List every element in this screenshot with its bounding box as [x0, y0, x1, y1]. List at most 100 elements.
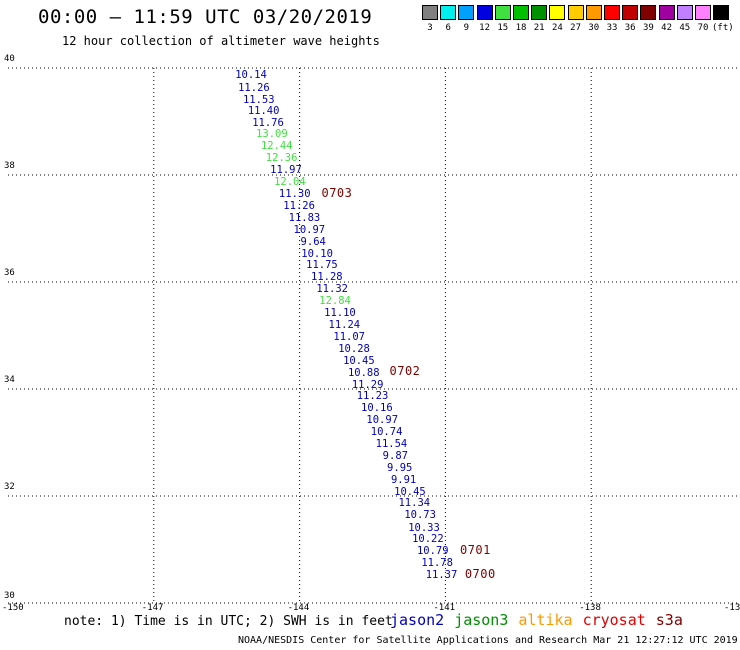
lon-tick-label: -141 [433, 603, 456, 613]
lon-tick-label: -138 [579, 603, 601, 613]
wave-height-value: 11.76 [252, 116, 284, 129]
wave-height-value: 11.26 [238, 81, 270, 94]
pass-time-label: 0703 [321, 185, 353, 200]
color-scale-swatch [604, 5, 620, 20]
wave-height-value: 10.79 [416, 545, 449, 558]
wave-height-value: 11.78 [421, 556, 453, 569]
legend-entry: jason2 [390, 611, 445, 629]
pass-time-label: 0702 [389, 364, 421, 379]
color-scale-label: 33 [606, 23, 618, 33]
color-scale-swatch [531, 5, 548, 20]
color-scale-label: 9 [463, 23, 470, 33]
wave-height-value: 11.40 [247, 104, 280, 117]
color-scale-swatch [676, 5, 693, 20]
wave-height-value: 10.33 [408, 521, 440, 534]
wave-height-value: 10.73 [404, 509, 436, 522]
wave-height-value: 10.28 [338, 342, 370, 355]
legend-entry: s3a [655, 611, 683, 629]
color-scale-label: 3 [427, 23, 433, 33]
wave-height-value: 11.28 [311, 271, 343, 284]
wave-height-value: 10.16 [361, 402, 393, 415]
color-scale-label: 12 [479, 23, 491, 33]
wave-height-value: 9.64 [300, 235, 326, 248]
lat-tick-label: 30 [4, 591, 15, 601]
wave-height-value: 11.24 [328, 318, 361, 331]
color-scale-label: 27 [570, 23, 582, 33]
lon-tick-label: -144 [287, 603, 310, 613]
color-scale-swatch [713, 5, 730, 20]
lat-tick-label: 32 [4, 482, 15, 492]
color-scale-swatch [585, 5, 602, 20]
color-scale-swatch [549, 5, 566, 20]
lat-tick-label: 36 [4, 268, 15, 278]
note-text: note: 1) Time is in UTC; 2) SWH is in fe… [64, 614, 393, 629]
wave-height-value: 13.09 [256, 128, 288, 141]
wave-height-value: 11.97 [270, 164, 302, 177]
color-scale-label: 30 [588, 23, 600, 33]
wave-height-value: 10.97 [293, 223, 326, 236]
wave-height-value: 11.83 [288, 211, 321, 224]
wave-height-value: 9.95 [387, 461, 413, 474]
color-scale-unit: (ft) [712, 23, 734, 33]
wave-height-value: 11.75 [306, 259, 338, 272]
color-scale-label: 18 [515, 23, 527, 33]
wave-height-value: 11.23 [356, 390, 389, 403]
wave-height-value: 9.91 [390, 473, 417, 486]
color-scale-label: 70 [697, 23, 709, 33]
color-scale-swatch [640, 5, 657, 20]
footer-credit: NOAA/NESDIS Center for Satellite Applica… [238, 635, 738, 646]
wave-height-value: 10.88 [347, 366, 380, 379]
wave-height-value: 11.53 [242, 93, 275, 106]
wave-height-value: 12.36 [265, 152, 298, 165]
wave-height-value: 11.30 [278, 188, 311, 201]
satellite-legend: jason2 jason3 altika cryosat s3a [390, 611, 693, 629]
wave-height-value: 12.84 [319, 295, 351, 308]
color-scale-label: 24 [551, 23, 563, 33]
page-title: 00:00 – 11:59 UTC 03/20/2019 [38, 6, 373, 28]
color-scale-label: 15 [497, 23, 509, 33]
wave-height-value: 11.07 [333, 331, 365, 344]
lon-tick-label: -13 [724, 603, 740, 613]
lat-tick-label: 34 [4, 375, 15, 385]
wave-height-value: 10.14 [235, 69, 267, 82]
pass-time-label: 0700 [464, 566, 496, 581]
wave-height-value: 10.10 [301, 247, 333, 260]
color-scale-swatch [622, 5, 639, 20]
wave-height-value: 11.34 [398, 497, 431, 510]
legend-entry: cryosat [582, 611, 646, 629]
wave-height-value: 10.45 [394, 485, 426, 498]
wave-height-value: 10.74 [370, 426, 403, 439]
page-subtitle: 12 hour collection of altimeter wave hei… [62, 34, 380, 48]
wave-height-value: 11.54 [375, 438, 408, 451]
color-scale-swatch [440, 5, 457, 20]
color-scale-swatch [513, 5, 529, 20]
color-scale-label: 42 [661, 23, 673, 33]
wave-height-value: 11.26 [283, 200, 315, 213]
color-scale-swatch [422, 5, 438, 20]
color-scale-label: 45 [679, 23, 691, 33]
legend-entry: altika [518, 611, 573, 629]
color-scale-label: 21 [533, 23, 545, 33]
wave-height-value: 12.44 [260, 140, 293, 153]
wave-height-value: 10.22 [412, 533, 444, 546]
wave-height-value: 12.04 [274, 176, 306, 189]
wave-height-value: 9.87 [382, 449, 408, 462]
color-scale-swatch [494, 5, 511, 20]
lon-tick-label: -147 [141, 603, 164, 613]
color-scale-label: 36 [624, 23, 636, 33]
wave-height-value: 11.37 [425, 568, 458, 581]
color-scale-swatch [695, 5, 711, 20]
color-scale-label: 39 [642, 23, 654, 33]
wave-height-value: 11.29 [351, 378, 384, 391]
color-scale-label: 6 [445, 23, 451, 33]
lon-tick-label: -150 [2, 603, 24, 613]
lat-tick-label: 38 [4, 161, 15, 171]
color-scale-swatch [458, 5, 475, 20]
lat-tick-label: 40 [4, 54, 15, 64]
wave-height-value: 11.10 [324, 307, 356, 320]
color-scale-swatch [476, 5, 493, 20]
color-scale-swatch [658, 5, 675, 20]
wave-height-value: 11.32 [316, 283, 348, 296]
wave-height-value: 10.97 [366, 414, 399, 427]
